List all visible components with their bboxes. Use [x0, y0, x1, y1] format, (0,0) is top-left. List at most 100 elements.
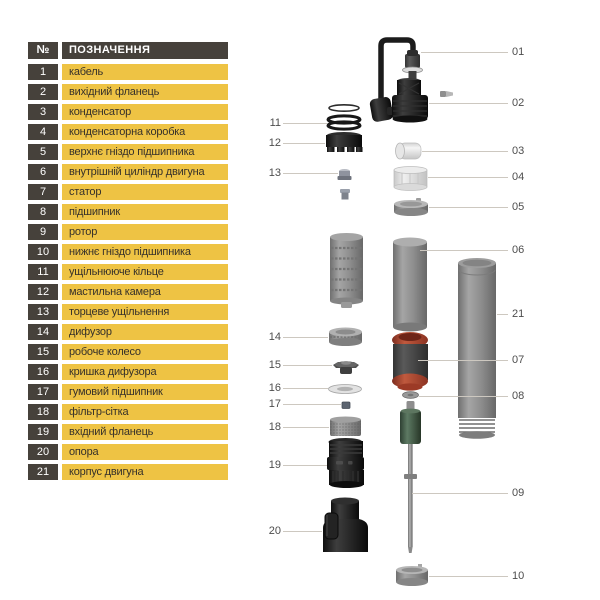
table-row: 21 корпус двигуна: [28, 464, 260, 480]
table-row: 18 фільтр-сітка: [28, 404, 260, 420]
callout-line-05: [429, 207, 508, 208]
callout-line-16: [283, 388, 328, 389]
part-rubber-bearing-icon: [341, 401, 351, 409]
callout-number-05: 05: [512, 201, 525, 213]
callout-number-12: 12: [268, 137, 281, 149]
table-row: 15 робоче колесо: [28, 344, 260, 360]
callout-line-18: [283, 427, 329, 428]
callout-line-15: [283, 365, 332, 366]
part-diffuser-cover-icon: [328, 384, 362, 394]
row-num-cell: 10: [28, 244, 58, 260]
part-input-flange-icon: [327, 438, 364, 488]
row-label-cell: верхнє гніздо підшипника: [62, 144, 228, 160]
part-diffuser-stack-icon: [330, 233, 363, 308]
callout-line-01: [421, 52, 508, 53]
part-oil-chamber-icon: [326, 132, 363, 152]
callout-line-14: [283, 337, 328, 338]
header-num-cell: №: [28, 42, 58, 59]
table-row: 5 верхнє гніздо підшипника: [28, 144, 260, 160]
row-label-cell: статор: [62, 184, 228, 200]
callout-number-10: 10: [512, 570, 525, 582]
callout-number-16: 16: [268, 382, 281, 394]
row-num-cell: 17: [28, 384, 58, 400]
row-label-cell: ущільнююче кільце: [62, 264, 228, 280]
part-upper-bearing-seat-icon: [394, 198, 428, 216]
callout-number-04: 04: [512, 171, 525, 183]
callout-line-08: [419, 396, 508, 397]
row-num-cell: 9: [28, 224, 58, 240]
callout-number-18: 18: [268, 421, 281, 433]
callout-line-10: [429, 576, 508, 577]
table-row: 6 внутрішній циліндр двигуна: [28, 164, 260, 180]
row-label-cell: внутрішній циліндр двигуна: [62, 164, 228, 180]
row-label-cell: вхідний фланець: [62, 424, 228, 440]
callout-line-21: [497, 314, 508, 315]
part-output-flange-icon: [392, 78, 428, 123]
header-label-cell: ПОЗНАЧЕННЯ: [62, 42, 228, 59]
row-num-cell: 11: [28, 264, 58, 280]
row-label-cell: кришка дифузора: [62, 364, 228, 380]
parts-table: № ПОЗНАЧЕННЯ 1 кабель 2 вихідний фланець 3 конд…: [28, 42, 260, 484]
callout-line-09: [412, 493, 508, 494]
row-label-cell: кабель: [62, 64, 228, 80]
row-label-cell: торцеве ущільнення: [62, 304, 228, 320]
row-num-cell: 1: [28, 64, 58, 80]
row-num-cell: 19: [28, 424, 58, 440]
part-rotor-icon: [400, 401, 421, 553]
row-num-cell: 7: [28, 184, 58, 200]
callout-number-07: 07: [512, 354, 525, 366]
row-num-cell: 15: [28, 344, 58, 360]
table-row: 19 вхідний фланець: [28, 424, 260, 440]
row-label-cell: конденсатор: [62, 104, 228, 120]
part-sealing-ring-icon: [326, 114, 362, 131]
callout-line-12: [283, 143, 325, 144]
table-row: 3 конденсатор: [28, 104, 260, 120]
row-num-cell: 13: [28, 304, 58, 320]
table-row: 14 дифузор: [28, 324, 260, 340]
callout-line-17: [283, 404, 341, 405]
row-num-cell: 5: [28, 144, 58, 160]
part-filter-screen-icon: [330, 416, 361, 436]
callout-line-06: [420, 250, 508, 251]
row-label-cell: фільтр-сітка: [62, 404, 228, 420]
row-label-cell: робоче колесо: [62, 344, 228, 360]
row-label-cell: опора: [62, 444, 228, 460]
row-num-cell: 12: [28, 284, 58, 300]
table-row: 11 ущільнююче кільце: [28, 264, 260, 280]
callout-line-07: [418, 360, 508, 361]
row-num-cell: 4: [28, 124, 58, 140]
row-num-cell: 6: [28, 164, 58, 180]
table-row: 9 ротор: [28, 224, 260, 240]
callout-number-11: 11: [269, 117, 281, 129]
table-row: 20 опора: [28, 444, 260, 460]
callout-number-06: 06: [512, 244, 525, 256]
callout-line-20: [283, 531, 322, 532]
callout-number-01: 01: [512, 46, 525, 58]
callout-number-15: 15: [268, 359, 281, 371]
callout-number-09: 09: [512, 487, 525, 499]
part-inner-cylinder-icon: [393, 237, 427, 332]
table-row: 8 підшипник: [28, 204, 260, 220]
part-mechanical-seal-icon: [337, 169, 352, 200]
callout-number-19: 19: [268, 459, 281, 471]
row-num-cell: 14: [28, 324, 58, 340]
part-capacitor-box-icon: [393, 166, 428, 191]
table-header-row: № ПОЗНАЧЕННЯ: [28, 42, 260, 59]
callout-number-03: 03: [512, 145, 525, 157]
row-label-cell: конденсаторна коробка: [62, 124, 228, 140]
part-capacitor-icon: [395, 142, 422, 160]
row-label-cell: дифузор: [62, 324, 228, 340]
callout-number-02: 02: [512, 97, 525, 109]
row-label-cell: ротор: [62, 224, 228, 240]
row-label-cell: підшипник: [62, 204, 228, 220]
part-cable-icon: [369, 37, 423, 122]
row-num-cell: 20: [28, 444, 58, 460]
table-row: 2 вихідний фланець: [28, 84, 260, 100]
part-oring-thin-icon: [328, 104, 360, 113]
table-row: 16 кришка дифузора: [28, 364, 260, 380]
callout-number-08: 08: [512, 390, 525, 402]
callout-number-17: 17: [268, 398, 281, 410]
table-row: 4 конденсаторна коробка: [28, 124, 260, 140]
